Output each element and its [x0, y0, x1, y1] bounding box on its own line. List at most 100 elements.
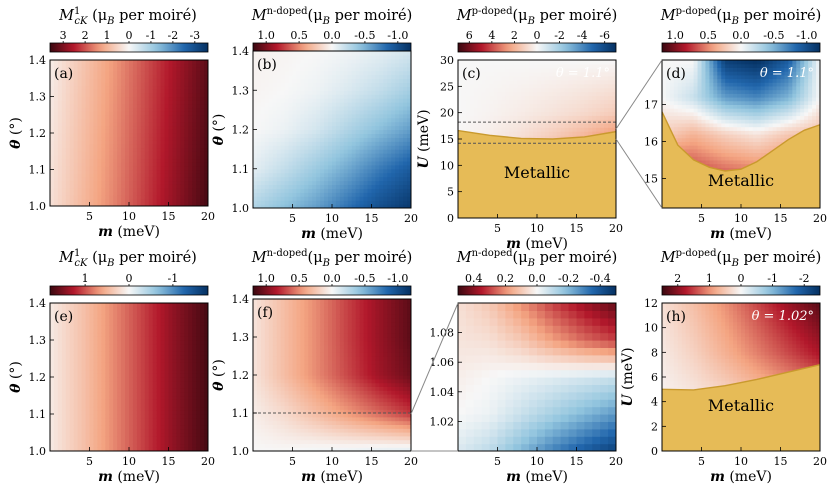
heatmap-cell [113, 103, 118, 109]
heatmap-cell [77, 60, 83, 65]
heatmap-cell [256, 204, 262, 208]
heatmap-cell [101, 176, 106, 182]
heatmap-cell [172, 111, 177, 116]
heatmap-cell [371, 86, 377, 91]
heatmap-cell [81, 107, 87, 112]
heatmap-cell [367, 156, 373, 162]
heatmap-cell [132, 187, 138, 192]
heatmap-cell [296, 164, 301, 170]
heatmap-cell [136, 78, 142, 83]
heatmap-cell [458, 91, 463, 97]
heatmap-cell [121, 111, 126, 116]
heatmap-cell [343, 149, 349, 154]
heatmap-cell [604, 67, 609, 73]
heatmap-cell [509, 75, 514, 81]
heatmap-cell [276, 109, 282, 115]
heatmap-cell [280, 62, 286, 68]
heatmap-cell [204, 89, 208, 94]
heatmap-cell [608, 71, 613, 77]
heatmap-cell [188, 85, 193, 90]
heatmap-cell [568, 60, 574, 65]
heatmap-cell [296, 62, 301, 68]
heatmap-cell [371, 196, 377, 201]
heatmap-cell [588, 95, 593, 101]
heatmap-cell [148, 81, 154, 87]
heatmap-cell [280, 172, 286, 178]
heatmap-cell [168, 165, 174, 171]
heatmap-cell [363, 78, 369, 83]
heatmap-cell [196, 140, 201, 145]
heatmap-cell [196, 198, 201, 203]
heatmap-cell [129, 176, 134, 182]
heatmap-cell [148, 129, 154, 134]
heatmap-cell [196, 191, 201, 196]
heatmap-cell [375, 105, 380, 111]
heatmap-cell [284, 141, 290, 146]
heatmap-cell [300, 62, 305, 68]
heatmap-cell [665, 78, 671, 83]
heatmap-cell [600, 63, 605, 69]
heatmap-cell [296, 192, 301, 197]
heatmap-cell [253, 176, 258, 182]
heatmap-cell [359, 78, 365, 83]
heatmap-cell [513, 119, 518, 124]
heatmap-cell [152, 100, 158, 105]
heatmap-cell [176, 89, 181, 94]
heatmap-cell [160, 96, 166, 101]
heatmap-cell [403, 129, 408, 135]
heatmap-cell [343, 105, 349, 111]
heatmap-cell [101, 107, 106, 112]
heatmap-cell [355, 54, 361, 60]
heatmap-cell [73, 162, 79, 167]
heatmap-cell [164, 151, 170, 156]
panel-c-title: Mp-doped(μB per moiré) [456, 6, 618, 27]
heatmap-cell [387, 113, 392, 119]
heatmap-cell [501, 75, 506, 81]
heatmap-cell [407, 149, 411, 154]
heatmap-cell [529, 123, 534, 128]
heatmap-cell [81, 147, 87, 152]
heatmap-cell [320, 200, 325, 205]
heatmap-cell [50, 195, 55, 200]
heatmap-cell [160, 107, 166, 112]
heatmap-cell [69, 136, 75, 141]
heatmap-cell [387, 117, 392, 123]
heatmap-cell [458, 107, 463, 112]
heatmap-cell [359, 113, 365, 119]
heatmap-cell [156, 81, 162, 87]
heatmap-cell [564, 127, 570, 132]
heatmap-cell [280, 141, 286, 146]
heatmap-cell [529, 103, 534, 108]
heatmap-cell [383, 90, 388, 95]
heatmap-cell [662, 93, 667, 98]
heatmap-cell [517, 131, 522, 136]
heatmap-cell [132, 154, 138, 160]
heatmap-cell [101, 122, 106, 127]
heatmap-cell [300, 168, 305, 174]
heatmap-cell [109, 195, 114, 200]
heatmap-cell [73, 85, 79, 90]
heatmap-cell [57, 187, 63, 192]
heatmap-cell [125, 195, 130, 200]
heatmap-cell [359, 70, 365, 76]
heatmap-cell [152, 63, 158, 68]
heatmap-cell [379, 66, 384, 72]
heatmap-cell [264, 137, 270, 142]
heatmap-cell [176, 151, 181, 156]
heatmap-cell [383, 51, 388, 56]
heatmap-cell [184, 180, 189, 185]
heatmap-cell [69, 195, 75, 200]
heatmap-cell [525, 107, 530, 112]
heatmap-cell [560, 135, 566, 140]
heatmap-cell [477, 87, 483, 93]
heatmap-cell [407, 62, 411, 68]
heatmap-cell [383, 94, 388, 99]
heatmap-cell [97, 81, 102, 87]
heatmap-cell [465, 71, 471, 77]
heatmap-cell [612, 63, 616, 69]
heatmap-cell [196, 184, 201, 189]
heatmap-cell [125, 198, 130, 203]
heatmap-cell [308, 204, 313, 208]
heatmap-cell [339, 180, 345, 186]
heatmap-cell [132, 89, 138, 94]
